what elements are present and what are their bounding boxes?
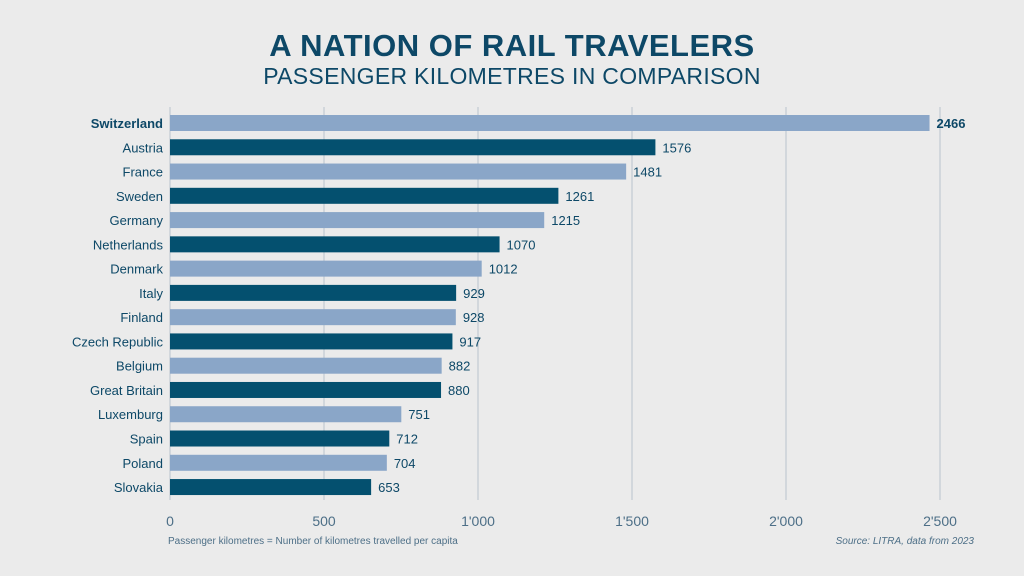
x-tick-label: 0 — [166, 513, 174, 529]
category-label: Great Britain — [90, 383, 163, 398]
value-label: 1576 — [662, 140, 691, 155]
footnote: Passenger kilometres = Number of kilomet… — [168, 536, 458, 547]
value-label: 704 — [394, 456, 416, 471]
bar-germany — [170, 212, 545, 229]
category-label: Germany — [110, 213, 164, 228]
value-label: 1481 — [633, 165, 662, 180]
x-tick-label: 1'500 — [615, 513, 649, 529]
category-label: Poland — [123, 456, 163, 471]
x-tick-label: 2'500 — [923, 513, 957, 529]
x-tick-label: 2'000 — [769, 513, 803, 529]
value-label: 1215 — [551, 213, 580, 228]
bar-denmark — [170, 260, 482, 277]
bar-sweden — [170, 187, 559, 204]
category-label: Sweden — [116, 189, 163, 204]
value-label: 653 — [378, 480, 400, 495]
category-label: Netherlands — [93, 237, 164, 252]
bar-finland — [170, 309, 456, 326]
bar-france — [170, 163, 627, 180]
bar-great-britain — [170, 381, 442, 398]
value-label: 882 — [449, 359, 471, 374]
bar-poland — [170, 454, 387, 471]
bar-luxemburg — [170, 406, 402, 423]
bar-slovakia — [170, 479, 372, 496]
source-note: Source: LITRA, data from 2023 — [835, 536, 974, 547]
value-label: 712 — [396, 432, 418, 447]
category-label: Finland — [120, 310, 163, 325]
value-label: 2466 — [937, 116, 966, 131]
bar-belgium — [170, 357, 442, 374]
value-label: 751 — [408, 407, 430, 422]
value-label: 929 — [463, 286, 485, 301]
value-label: 880 — [448, 383, 470, 398]
value-label: 1261 — [565, 189, 594, 204]
value-label: 1012 — [489, 262, 518, 277]
category-label: Spain — [130, 432, 163, 447]
bar-italy — [170, 284, 457, 301]
category-label: France — [123, 165, 163, 180]
x-tick-label: 1'000 — [461, 513, 495, 529]
value-label: 928 — [463, 310, 485, 325]
value-label: 1070 — [507, 237, 536, 252]
bar-austria — [170, 139, 656, 156]
chart-subtitle: PASSENGER KILOMETRES IN COMPARISON — [263, 63, 761, 89]
value-label: 917 — [459, 334, 481, 349]
bar-czech-republic — [170, 333, 453, 350]
chart-title: A NATION OF RAIL TRAVELERS — [269, 28, 755, 63]
bar-switzerland — [170, 115, 930, 131]
bar-spain — [170, 430, 390, 447]
category-label: Belgium — [116, 359, 163, 374]
category-label: Austria — [123, 140, 164, 155]
category-label: Luxemburg — [98, 407, 163, 422]
category-label: Slovakia — [114, 480, 164, 495]
category-label: Czech Republic — [72, 334, 164, 349]
category-label: Italy — [139, 286, 163, 301]
x-tick-label: 500 — [312, 513, 336, 529]
category-label: Denmark — [110, 262, 163, 277]
category-label: Switzerland — [91, 116, 163, 131]
bar-netherlands — [170, 236, 500, 253]
